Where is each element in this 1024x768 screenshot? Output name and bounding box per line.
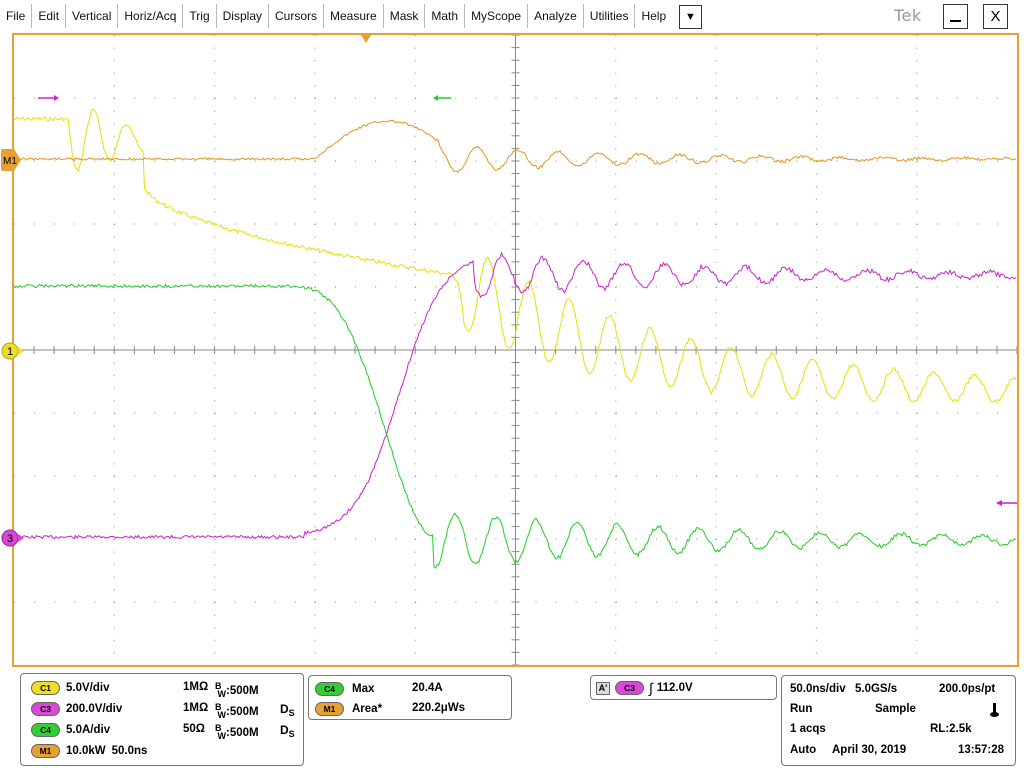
menu-mask[interactable]: Mask (384, 4, 426, 28)
ch3-reference-arrow-icon (38, 95, 59, 101)
acquisition-date: April 30, 2019 (832, 744, 907, 756)
menu-more-button[interactable]: ▼ (679, 5, 702, 29)
ch1-badge: C1 (31, 681, 60, 695)
menu-math[interactable]: Math (425, 4, 466, 28)
ch4-badge: C4 (31, 723, 60, 737)
ch1-marker[interactable]: 1 (0, 342, 30, 362)
ch1-readout[interactable]: C1 5.0V/div (31, 680, 109, 696)
trigger-mode: Auto (790, 744, 817, 756)
close-button[interactable]: X (983, 4, 1008, 29)
menu-horiz-acq[interactable]: Horiz/Acq (118, 4, 184, 28)
menu-help[interactable]: Help (641, 9, 667, 23)
trigger-level: 112.0V (656, 682, 693, 694)
ch3-ds: DS (280, 702, 295, 718)
measurement-2-value: 220.2μWs (412, 702, 466, 714)
menu-measure[interactable]: Measure (324, 4, 384, 28)
measurement-1-source: C4 (315, 682, 344, 696)
measurement-1-value: 20.4A (412, 682, 443, 694)
menu-vertical[interactable]: Vertical (66, 4, 119, 28)
minimize-icon (950, 20, 961, 22)
measurement-2-source: M1 (315, 702, 344, 716)
acquisition-readout-box[interactable]: 50.0ns/div 5.0GS/s 200.0ps/pt Run Sample… (781, 675, 1016, 766)
ch3-impedance: 1MΩ (183, 702, 209, 714)
ch1-scale: 5.0V/div (66, 682, 110, 694)
trigger-source-badge: C3 (615, 681, 644, 695)
resolution: 200.0ps/pt (939, 683, 996, 695)
ch3-marker-label: 3 (7, 533, 13, 545)
m1-readout[interactable]: M1 10.0kW 50.0ns (31, 743, 147, 759)
ch4-ds: DS (280, 723, 295, 739)
acq-mode: Sample (875, 703, 916, 715)
m1-scale: 10.0kW (66, 745, 106, 757)
menu-display[interactable]: Display (217, 4, 269, 28)
m1-timebase: 50.0ns (111, 745, 148, 757)
ch1-marker-label: 1 (7, 346, 13, 358)
channel-readout-box[interactable]: C1 5.0V/div 1MΩ BW:500M C3 200.0V/div 1M… (20, 673, 304, 766)
ch3-scale: 200.0V/div (66, 703, 123, 715)
sample-rate: 5.0GS/s (855, 683, 898, 695)
ch1-impedance: 1MΩ (183, 681, 209, 693)
menu-edit[interactable]: Edit (32, 4, 67, 28)
menu-items: File Edit Vertical Horiz/Acq Trig Display Curs… (0, 4, 672, 28)
menu-analyze[interactable]: Analyze (528, 4, 584, 28)
measurement-2-name: Area* (352, 703, 383, 715)
menu-utilities[interactable]: Utilities (584, 4, 636, 28)
waveform-display[interactable] (12, 33, 1019, 667)
ch4-scale: 5.0A/div (66, 724, 111, 736)
ch3-badge: C3 (31, 702, 60, 716)
menu-trig[interactable]: Trig (183, 4, 217, 28)
ch3-readout[interactable]: C3 200.0V/div (31, 701, 122, 717)
menu-cursors[interactable]: Cursors (269, 4, 325, 28)
channel-3-waveform (14, 251, 1017, 540)
menu-file[interactable]: File (0, 4, 33, 28)
rising-edge-icon: ∫ (649, 680, 653, 696)
math-1-waveform (14, 119, 1017, 173)
trigger-readout-row: A' C3 ∫ 112.0V (596, 680, 693, 696)
trigger-position-marker[interactable] (361, 35, 371, 43)
horizontal-scale: 50.0ns/div (790, 683, 846, 695)
run-state[interactable]: Run (790, 703, 813, 715)
measurement-2[interactable]: M1 Area* (315, 701, 382, 717)
measurement-1-name: Max (352, 683, 375, 695)
trigger-readout-box[interactable]: A' C3 ∫ 112.0V (590, 675, 777, 700)
trigger-level-arrow-icon[interactable] (996, 500, 1017, 506)
m1-badge: M1 (31, 744, 60, 758)
tek-logo: Tek (894, 6, 922, 25)
m1-marker[interactable]: M1 (0, 148, 30, 172)
ch4-readout[interactable]: C4 5.0A/div (31, 722, 110, 738)
acquisition-count: 1 acqs (790, 723, 826, 735)
ch4-impedance: 50Ω (183, 723, 206, 735)
math-reference-arrow-icon (433, 95, 451, 101)
ch3-bandwidth: BW:500M (215, 702, 259, 720)
m1-marker-label: M1 (3, 156, 17, 167)
acquisition-time: 13:57:28 (958, 744, 1005, 756)
menu-bar: File Edit Vertical Horiz/Acq Trig Display Curs… (0, 0, 1024, 33)
measurement-1[interactable]: C4 Max (315, 681, 374, 697)
thermometer-icon (990, 703, 999, 717)
ch4-bandwidth: BW:500M (215, 723, 259, 741)
graticule-grid (14, 35, 1017, 665)
ch1-bandwidth: BW:500M (215, 681, 259, 699)
minimize-button[interactable] (943, 4, 968, 29)
measurement-box[interactable]: C4 Max 20.4A M1 Area* 220.2μWs (308, 675, 512, 720)
trigger-a-badge: A' (596, 681, 610, 695)
channel-1-waveform (14, 108, 1017, 404)
ch3-marker[interactable]: 3 (0, 528, 30, 548)
waveform-svg (14, 35, 1017, 665)
record-length: RL:2.5k (930, 723, 972, 735)
channel-4-waveform (14, 283, 1017, 569)
menu-myscope[interactable]: MyScope (465, 4, 529, 28)
